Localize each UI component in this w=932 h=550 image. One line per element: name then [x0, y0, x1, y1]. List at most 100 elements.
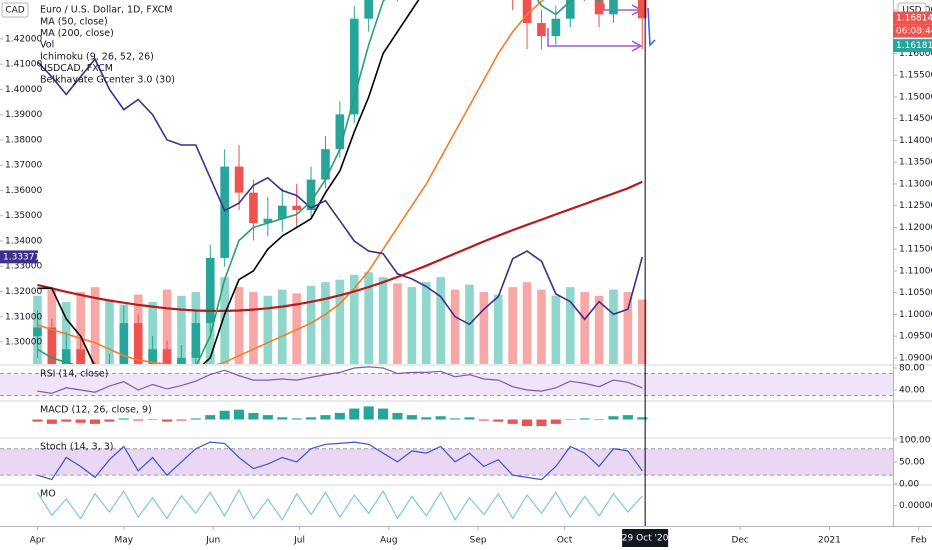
candle-body — [76, 349, 85, 364]
volume-bar — [292, 293, 301, 364]
histogram-bar — [262, 415, 273, 420]
line — [37, 441, 643, 481]
candle-body — [522, 0, 532, 24]
y-tick-label: 1.12500 — [899, 201, 932, 211]
histogram-bar — [493, 419, 504, 422]
countdown: 06:08:44 — [896, 27, 932, 37]
x-tick-label: Sep — [470, 536, 487, 546]
y2-tick-label: 1.36000 — [5, 186, 42, 196]
volume-bar — [522, 282, 532, 364]
y2-tick-label: 1.35000 — [5, 211, 42, 221]
x-tick-label: Aug — [380, 536, 398, 546]
price-badge — [893, 39, 932, 53]
y-tick-label: 80.00 — [899, 363, 925, 373]
y2-tick-label: 1.34000 — [5, 236, 42, 246]
histogram-bar — [90, 419, 101, 424]
histogram-bar — [147, 419, 158, 420]
countdown-badge — [893, 24, 932, 38]
x-tick-label: Apr — [30, 536, 46, 546]
line — [36, 0, 602, 364]
histogram-bar — [118, 418, 129, 420]
histogram-bar — [277, 417, 288, 420]
y-tick-label: 1.14000 — [899, 136, 932, 146]
volume-bar — [321, 282, 330, 364]
pane — [0, 366, 893, 396]
histogram-bar — [522, 419, 533, 427]
legend-entry: MA (50, close) — [40, 17, 108, 28]
crosshair-label-box — [622, 529, 669, 547]
y-tick-label: 1.13500 — [899, 158, 932, 168]
histogram-bar — [334, 412, 345, 420]
histogram-bar — [565, 419, 576, 420]
histogram-bar — [478, 419, 489, 421]
legend-entry: Vol — [40, 40, 54, 51]
volume-bar — [364, 272, 373, 364]
histogram-bar — [450, 418, 461, 420]
candle-body — [263, 218, 273, 224]
volume-bar — [637, 299, 647, 364]
histogram-bar — [248, 412, 259, 420]
candle-body — [292, 205, 301, 211]
candle-body — [148, 349, 157, 364]
y-tick-label: 40.00 — [899, 385, 925, 395]
histogram-bar — [550, 419, 561, 424]
candle-body — [61, 349, 71, 364]
volume-bar — [249, 292, 258, 364]
candle-body — [249, 192, 258, 224]
pane — [32, 406, 648, 427]
volume-bar — [90, 287, 100, 364]
candle-body — [335, 114, 345, 150]
legend-entry: Belkhayate Gcenter 3.0 (30) — [40, 75, 175, 86]
volume-bar — [407, 287, 417, 364]
candle-body — [637, 0, 647, 19]
volume-bar — [537, 289, 546, 364]
volume-bar — [177, 295, 186, 364]
candle-body — [220, 166, 229, 258]
x-tick-label: Jun — [205, 536, 220, 546]
histogram-bar — [579, 418, 590, 420]
histogram-bar — [378, 408, 389, 420]
y-tick-label: 1.12000 — [899, 223, 932, 233]
volume-bar — [594, 295, 604, 364]
volume-bar — [234, 287, 244, 364]
y-tick-label: 1.15500 — [899, 71, 932, 81]
candle-body — [119, 323, 129, 364]
pane — [36, 488, 643, 521]
candle-body — [321, 149, 330, 180]
x-tick-label: 2021 — [818, 536, 841, 546]
volume-bar — [378, 277, 388, 364]
line — [37, 0, 545, 364]
histogram-bar — [306, 417, 317, 420]
histogram-bar — [363, 406, 374, 420]
x-tick-label: Feb — [911, 536, 927, 546]
candle-body — [234, 166, 244, 193]
pane-title: Stoch (14, 3, 3) — [40, 442, 114, 453]
x-tick-label: Oct — [557, 536, 573, 546]
histogram-bar — [622, 415, 633, 420]
y-tick-label: 1.10500 — [899, 288, 932, 298]
volume-bar — [162, 289, 172, 364]
y2-tick-label: 1.42000 — [5, 34, 42, 44]
crosshair-label: 29 Oct '20 — [622, 534, 669, 544]
histogram-bar — [594, 419, 605, 420]
chart-title: Euro / U.S. Dollar, 1D, FXCM — [40, 5, 173, 16]
histogram-bar — [133, 419, 144, 421]
volume-bar — [349, 274, 359, 364]
price-badge — [893, 11, 932, 25]
y2-unit: CAD — [5, 6, 24, 16]
histogram-bar — [219, 410, 230, 420]
volume-bar — [609, 289, 618, 364]
y2-tick-label: 1.37000 — [5, 161, 42, 171]
y2-badge-label: 1.33371 — [3, 252, 40, 262]
volume-bar — [76, 292, 85, 364]
y2-tick-label: 1.40000 — [5, 85, 42, 95]
pane-title: MACD (12, 26, close, 9) — [40, 405, 152, 416]
volume-bar — [479, 292, 489, 364]
histogram-bar — [536, 419, 547, 427]
volume-bar — [277, 289, 287, 364]
candle-body — [565, 0, 575, 19]
volume-bar — [551, 295, 561, 364]
candle-body — [177, 357, 186, 364]
